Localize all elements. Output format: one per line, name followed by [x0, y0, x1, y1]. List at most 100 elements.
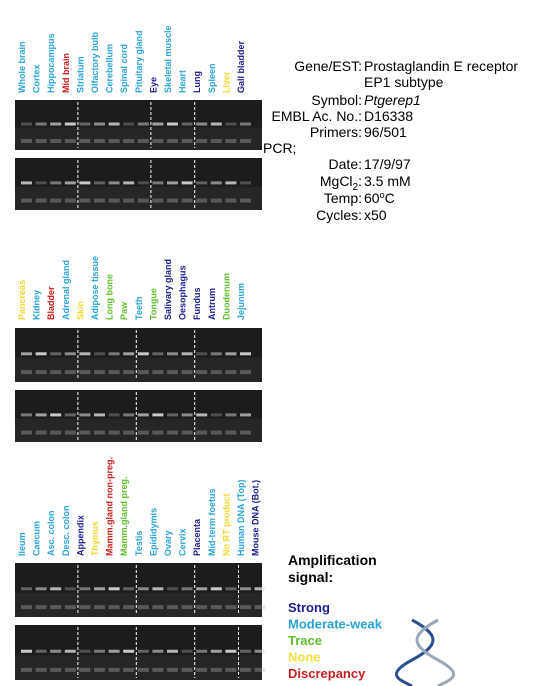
legend-item: Moderate-weak [288, 617, 383, 632]
gel-band [108, 122, 120, 126]
primer-band [240, 370, 251, 375]
legend-item: Discrepancy [288, 666, 366, 681]
gel-band [21, 649, 32, 653]
gel-band [64, 352, 76, 356]
gel-band [210, 413, 222, 417]
primer-band [21, 139, 32, 143]
primer-band [210, 139, 222, 143]
gel-band [181, 122, 193, 126]
primer-band [240, 667, 251, 672]
gel-band [254, 587, 266, 591]
gel-band [196, 413, 208, 417]
gel-band [152, 122, 164, 126]
dna-icon [395, 618, 455, 686]
lane-label: Asc. colon [46, 510, 56, 556]
primer-band [137, 667, 149, 672]
gel-band [152, 649, 164, 653]
primer-band [35, 667, 47, 672]
primer-band [167, 198, 178, 203]
gel-band [196, 587, 208, 591]
info-value: Prostaglandin E receptor [364, 58, 518, 74]
primer-band [225, 605, 237, 610]
legend-item: None [288, 650, 321, 665]
primer-band [137, 198, 149, 203]
gel-band [50, 649, 62, 653]
gel-band [50, 352, 62, 356]
gel-band [21, 122, 32, 126]
primer-band [181, 370, 193, 375]
primer-band [21, 667, 32, 672]
primer-band [79, 667, 91, 672]
primer-band [152, 370, 164, 375]
gel-band [64, 122, 76, 126]
gel-shade [15, 127, 262, 150]
gel-band [123, 413, 135, 417]
primer-band [167, 139, 178, 143]
gel-band [240, 181, 251, 185]
primer-band [79, 430, 91, 435]
info-value: 3.5 mM [364, 173, 411, 189]
gel-band [50, 413, 62, 417]
primer-band [35, 198, 47, 203]
primer-band [240, 605, 251, 610]
gel-band [167, 587, 178, 591]
primer-band [137, 370, 149, 375]
primer-band [94, 667, 105, 672]
info-key: Cycles: [316, 207, 362, 223]
gel-band [210, 122, 222, 126]
primer-band [137, 605, 149, 610]
primer-band [240, 430, 251, 435]
lane-label: Placenta [192, 518, 202, 556]
legend-title: signal: [288, 569, 333, 585]
primer-band [225, 139, 237, 143]
primer-band [225, 370, 237, 375]
legend-item: Trace [288, 633, 322, 648]
lane-label: Testis [134, 531, 144, 556]
legend-item: Strong [288, 600, 330, 615]
info-key: Date: [329, 156, 362, 172]
gel-band [210, 181, 222, 185]
gel-band [240, 122, 251, 126]
lane-label: Epididymis [148, 508, 158, 556]
lane-label: Fundus [192, 288, 202, 321]
gel-band [210, 649, 222, 653]
lane-label: Adrenal gland [61, 260, 71, 320]
gel-band [225, 649, 237, 653]
primer-band [167, 667, 178, 672]
primer-band [181, 430, 193, 435]
gel-band [240, 352, 251, 356]
lane-label: Liver [221, 71, 231, 93]
lane-label: Heart [178, 70, 188, 93]
primer-band [254, 667, 266, 672]
lane-label: Olfactory bulb [90, 31, 100, 93]
lane-label: Thymus [90, 521, 100, 556]
gel-band [35, 649, 47, 653]
gel-band [225, 181, 237, 185]
primer-band [225, 198, 237, 203]
primer-band [210, 430, 222, 435]
gel-band [254, 649, 266, 653]
lane-label: Spinal cord [119, 44, 129, 93]
primer-band [152, 139, 164, 143]
gel-panel: Pancreas Kidney Bladder Adrenal gland Skin Ad… [15, 256, 262, 442]
gel-band [152, 587, 164, 591]
primer-band [123, 198, 135, 203]
info-key: PCR; [263, 140, 296, 156]
lane-label: Mid-term foetus [207, 489, 217, 557]
gel-band [137, 413, 149, 417]
gel-shade [15, 418, 262, 442]
lane-label: Cortex [32, 64, 42, 93]
gel-band [137, 649, 149, 653]
gel-band [225, 122, 237, 126]
helix-strand [395, 618, 435, 686]
lane-label: Hippocampus [46, 33, 56, 93]
primer-band [210, 370, 222, 375]
primer-band [50, 370, 62, 375]
gel-shade [15, 357, 262, 382]
lane-label: Kidney [32, 290, 42, 320]
primer-band [94, 370, 105, 375]
gel-band [225, 413, 237, 417]
lane-label: Caecum [32, 521, 42, 556]
primer-band [108, 667, 120, 672]
